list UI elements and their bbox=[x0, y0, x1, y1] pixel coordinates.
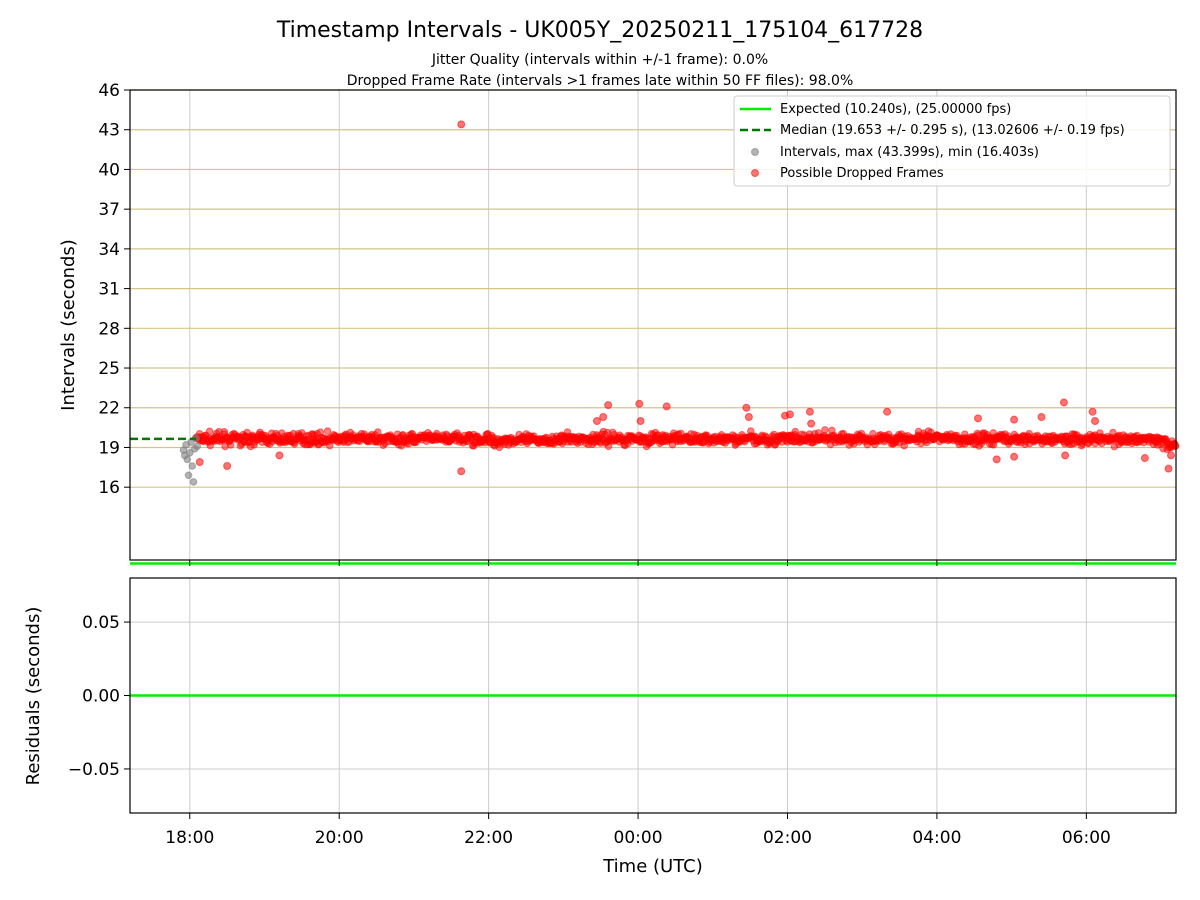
dropped-frame-outlier-8 bbox=[635, 399, 644, 408]
residuals-y-axis-label: Residuals (seconds) bbox=[23, 607, 44, 786]
legend-median-label: Median (19.653 +/- 0.295 s), (13.02606 +… bbox=[780, 123, 1125, 138]
legend-intervals-label: Intervals, max (43.399s), min (16.403s) bbox=[780, 145, 1039, 160]
legend-intervals-swatch bbox=[751, 148, 759, 156]
dropped-frame-outlier-19 bbox=[992, 455, 1001, 464]
intervals-y-tick-label-4: 28 bbox=[98, 319, 120, 339]
x-tick-label-0: 18:00 bbox=[165, 828, 214, 848]
dropped-frame-point bbox=[323, 427, 332, 435]
dropped-frame-outlier-0 bbox=[457, 120, 466, 129]
dropped-frame-outlier-21 bbox=[1010, 452, 1019, 461]
legend-box bbox=[733, 95, 1171, 187]
dropped-frame-point bbox=[226, 441, 235, 449]
x-tick-label-6: 06:00 bbox=[1062, 828, 1111, 848]
dropped-frame-outlier-18 bbox=[974, 414, 983, 423]
x-tick-label-4: 02:00 bbox=[763, 828, 812, 848]
interval-point-8 bbox=[189, 478, 198, 486]
intervals-y-tick-label-6: 34 bbox=[98, 240, 120, 260]
dropped-frame-outlier-17 bbox=[883, 407, 892, 416]
residuals-y-tick-label-1: 0.00 bbox=[82, 687, 120, 707]
x-tick-label-1: 20:00 bbox=[315, 828, 364, 848]
intervals-scatter bbox=[179, 120, 1180, 486]
intervals-y-tick-label-2: 22 bbox=[98, 399, 120, 419]
intervals-x-ticks bbox=[189, 560, 1087, 566]
dropped-frame-outlier-11 bbox=[742, 403, 751, 412]
residuals-y-tick-label-2: −0.05 bbox=[68, 760, 120, 780]
dropped-frame-outlier-1 bbox=[457, 467, 466, 476]
dropped-frame-point bbox=[821, 426, 829, 434]
dropped-frame-point bbox=[205, 427, 214, 436]
intervals-y-tick-label-9: 43 bbox=[98, 121, 120, 141]
interval-point-4 bbox=[184, 471, 193, 480]
intervals-y-axis-label: Intervals (seconds) bbox=[58, 239, 79, 411]
dropped-frame-outlier-25 bbox=[1088, 407, 1097, 416]
chart-subtitle-line-2: Dropped Frame Rate (intervals >1 frames … bbox=[347, 73, 854, 89]
dropped-frame-outlier-3 bbox=[223, 462, 232, 470]
dropped-frame-outlier-22 bbox=[1037, 413, 1046, 422]
dropped-frame-outlier-26 bbox=[1091, 416, 1100, 425]
dropped-frame-outlier-4 bbox=[275, 451, 284, 460]
dropped-frame-outlier-14 bbox=[785, 410, 794, 419]
x-tick-label-5: 04:00 bbox=[912, 828, 961, 848]
dropped-frame-outlier-10 bbox=[662, 402, 671, 411]
intervals-y-tick-label-3: 25 bbox=[98, 359, 120, 379]
interval-point-7 bbox=[188, 462, 197, 470]
intervals-y-tick-label-7: 37 bbox=[98, 200, 120, 220]
dropped-frame-outlier-9 bbox=[636, 416, 645, 425]
dropped-frame-outlier-6 bbox=[599, 413, 608, 422]
dropped-frame-outlier-27 bbox=[1140, 454, 1149, 463]
legend-expected-label: Expected (10.240s), (25.00000 fps) bbox=[780, 102, 1011, 117]
x-axis-label: Time (UTC) bbox=[602, 856, 703, 877]
dropped-frame-outlier-23 bbox=[1059, 398, 1068, 407]
interval-point-3 bbox=[183, 455, 192, 464]
interval-point-5 bbox=[185, 448, 194, 457]
chart-subtitle-line-1: Jitter Quality (intervals within +/-1 fr… bbox=[431, 52, 768, 68]
dropped-frame-outlier-16 bbox=[807, 419, 816, 428]
dropped-frame-outlier-15 bbox=[805, 407, 814, 416]
residuals-x-ticks: 18:00 20:00 22:00 00:00 02:00 04:00 06:00 bbox=[165, 813, 1111, 848]
legend-dropped-swatch bbox=[751, 169, 759, 177]
dropped-frame-outlier-5 bbox=[592, 416, 601, 425]
dropped-frame-outlier-29 bbox=[1167, 451, 1176, 460]
residuals-y-ticks: 0.05 0.00 −0.05 bbox=[68, 613, 130, 780]
residuals-y-tick-label-0: 0.05 bbox=[82, 613, 120, 633]
x-tick-label-2: 22:00 bbox=[464, 828, 513, 848]
dropped-frame-outlier-7 bbox=[604, 401, 613, 410]
intervals-y-tick-label-1: 19 bbox=[98, 438, 120, 458]
intervals-y-tick-label-5: 31 bbox=[98, 280, 120, 300]
intervals-y-tick-label-8: 40 bbox=[98, 160, 120, 180]
chart-title: Timestamp Intervals - UK005Y_20250211_17… bbox=[276, 18, 923, 43]
dropped-frame-outlier-20 bbox=[1010, 415, 1019, 424]
intervals-plot-frame bbox=[129, 89, 1177, 561]
interval-point-11 bbox=[193, 442, 202, 450]
intervals-plot: 16 19 22 25 28 31 34 37 40 43 46 Intervals (second… bbox=[58, 81, 1180, 566]
intervals-y-tick-label-0: 16 bbox=[98, 478, 120, 498]
dropped-frame-outlier-2 bbox=[195, 458, 204, 467]
dropped-frame-outlier-28 bbox=[1164, 464, 1173, 473]
dropped-frame-outlier-12 bbox=[744, 413, 753, 422]
chart-legend: Expected (10.240s), (25.00000 fps) Media… bbox=[733, 95, 1171, 187]
dropped-frame-outlier-24 bbox=[1061, 451, 1070, 460]
intervals-y-ticks: 16 19 22 25 28 31 34 37 40 43 46 bbox=[98, 81, 130, 498]
intervals-y-tick-label-10: 46 bbox=[98, 81, 120, 101]
reference-lines bbox=[130, 437, 1176, 565]
x-tick-label-3: 00:00 bbox=[614, 828, 663, 848]
residuals-plot: 0.05 0.00 −0.05 18:00 20:00 22:00 00:00 02:00 0… bbox=[23, 577, 1177, 877]
legend-dropped-label: Possible Dropped Frames bbox=[780, 166, 944, 181]
